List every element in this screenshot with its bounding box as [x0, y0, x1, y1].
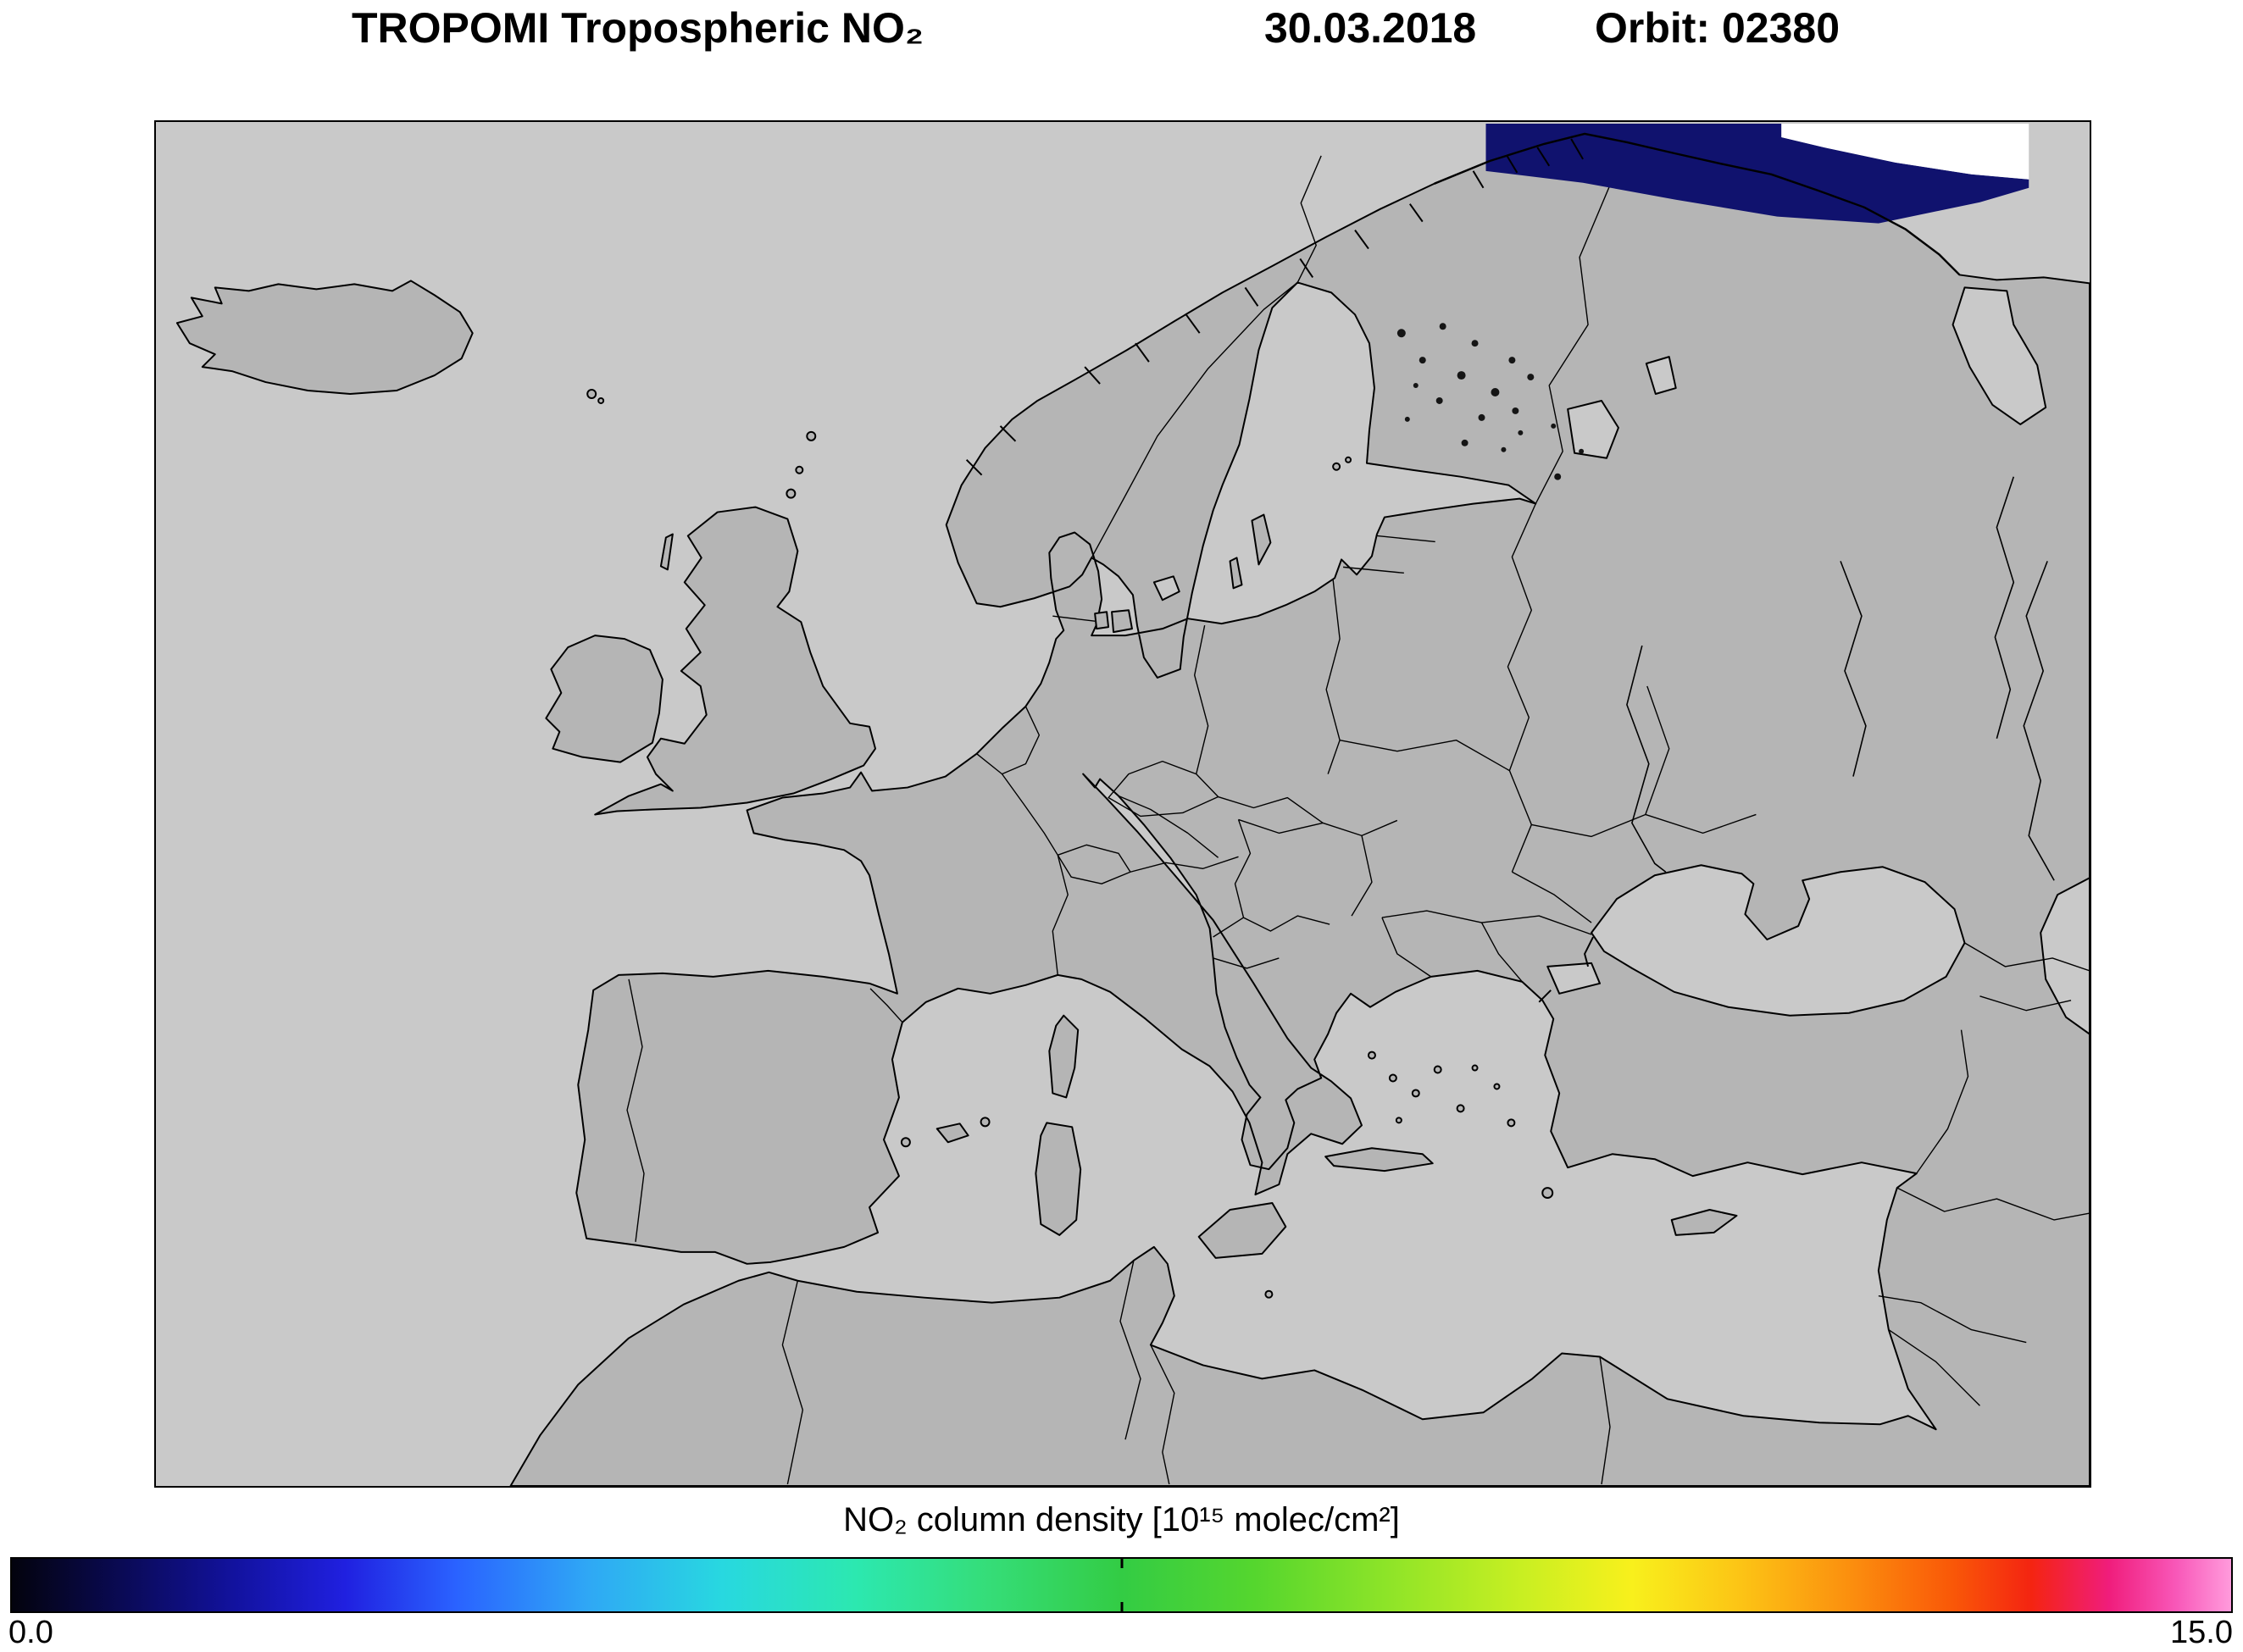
island-sardinia: [1035, 1122, 1082, 1236]
finland-lakes-speckles: [1396, 323, 1585, 480]
island-sicily: [1197, 1202, 1287, 1259]
island-zealand: [1111, 609, 1133, 634]
landmass-group: [175, 132, 2090, 1486]
island-crete: [1324, 1147, 1434, 1172]
colorbar-min-label: 0.0: [8, 1615, 53, 1650]
figure-orbit: Orbit: 02380: [1595, 4, 1840, 52]
island-hebrides: [659, 533, 674, 571]
map-frame: [154, 120, 2091, 1488]
norway-fjord-ticks: [965, 203, 1424, 476]
white-sea: [1952, 286, 2047, 425]
figure-date: 30.03.2018: [1264, 4, 1477, 52]
colorbar-midtick-top: [1120, 1559, 1123, 1568]
map-svg: [156, 122, 2090, 1486]
lake-onega: [1645, 356, 1677, 395]
island-corsica: [1048, 1014, 1080, 1099]
colorbar-midtick-bottom: [1120, 1602, 1123, 1611]
lake-vanern: [1152, 575, 1180, 601]
coastline-over-swath: [1434, 132, 1961, 276]
island-great-britain: [594, 506, 877, 816]
island-cyprus: [1670, 1209, 1738, 1236]
figure-title: TROPOMI Tropospheric NO₂: [352, 4, 924, 52]
rivers-group: [1626, 476, 2055, 881]
colorbar: [10, 1557, 2233, 1613]
colorbar-max-label: 15.0: [2170, 1615, 2233, 1650]
landmass-eurasia-africa: [509, 132, 2090, 1486]
data-swath-group: [1434, 123, 2029, 276]
dardanelles-strait: [1538, 990, 1552, 1003]
swath-no-data-region: [1781, 123, 2029, 180]
bosphorus-strait: [1584, 936, 1594, 967]
inland-seas-group: [1152, 286, 2090, 1035]
colorbar-label: NO₂ column density [10¹⁵ molec/cm²]: [843, 1501, 1400, 1538]
black-sea: [1591, 864, 1966, 1017]
caspian-sea-edge: [2040, 877, 2090, 1035]
swath-low-no2-region: [1485, 123, 2029, 224]
island-gotland: [1251, 513, 1272, 566]
island-iceland: [175, 280, 474, 395]
island-mallorca: [936, 1123, 969, 1144]
island-ireland: [545, 635, 663, 763]
lake-ladoga: [1567, 399, 1619, 459]
island-funen: [1094, 611, 1110, 630]
sea-of-marmara: [1546, 962, 1602, 995]
island-oland: [1229, 557, 1243, 590]
country-borders-group: [626, 155, 2090, 1485]
small-islands-group: [586, 389, 1554, 1299]
